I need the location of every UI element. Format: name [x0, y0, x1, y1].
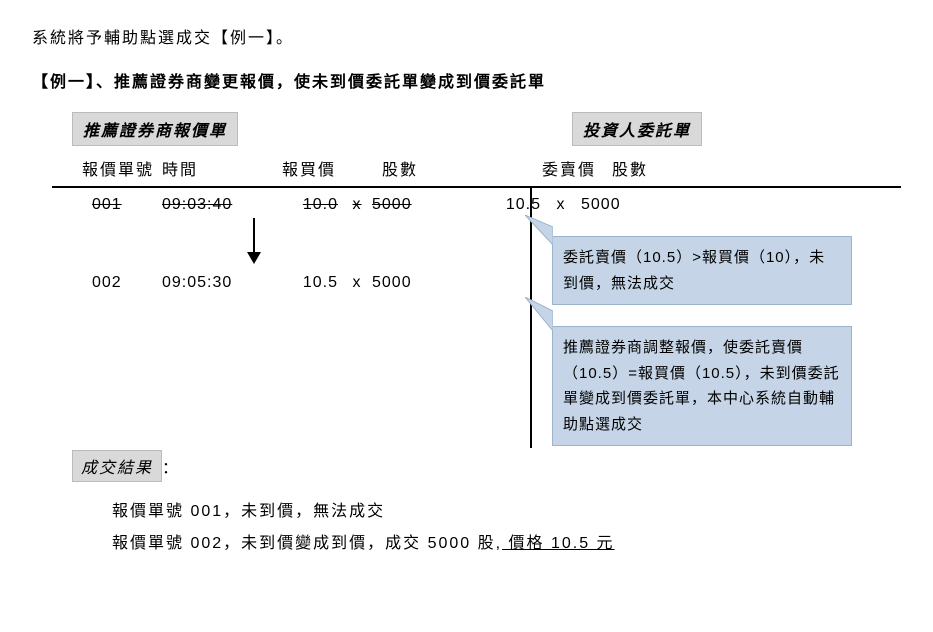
header-quote-no: 報價單號 [52, 156, 162, 180]
header-ask-price: 委賣價 [502, 156, 612, 180]
down-arrow-icon [244, 218, 264, 264]
row1-quote-no: 001 [52, 196, 162, 214]
result-line-2b: 價格 10.5 元 [502, 535, 614, 552]
intro-text: 系統將予輔助點選成交【例一】。 [32, 24, 901, 48]
row1-bid-price: 10.0 [282, 196, 342, 214]
quote-section-label: 推薦證券商報價單 [72, 112, 238, 146]
callout-1: 委託賣價（10.5）>報買價（10），未到價，無法成交 [552, 236, 852, 305]
row2-time: 09:05:30 [162, 274, 282, 292]
callout-2-text: 推薦證券商調整報價，使委託賣價（10.5）=報買價（10.5），未到價委託單變成… [563, 339, 840, 433]
row1-x: x [342, 196, 372, 214]
table-row: 001 09:03:40 10.0 x 5000 10.5 x 5000 [52, 188, 901, 222]
callout-2: 推薦證券商調整報價，使委託賣價（10.5）=報買價（10.5），未到價委託單變成… [552, 326, 852, 446]
header-bid-price: 報買價 [282, 156, 382, 180]
row2-x: x [342, 274, 372, 292]
table-body: 001 09:03:40 10.0 x 5000 10.5 x 5000 002… [52, 188, 901, 300]
result-section: 成交結果： 報價單號 001，未到價，無法成交 報價單號 002，未到價變成到價… [72, 450, 901, 560]
callout-1-text: 委託賣價（10.5）>報買價（10），未到價，無法成交 [563, 249, 825, 292]
result-line-2a: 報價單號 002，未到價變成到價，成交 5000 股, [112, 535, 502, 552]
header-order-shares: 股數 [612, 156, 712, 180]
callout-pointer-icon [525, 215, 553, 251]
row2-shares: 5000 [372, 274, 442, 292]
row2-quote-no: 002 [52, 274, 162, 292]
column-headers: 報價單號 時間 報買價 股數 委賣價 股數 [52, 156, 901, 180]
diagram: 推薦證券商報價單 投資人委託單 報價單號 時間 報買價 股數 委賣價 股數 00… [52, 112, 901, 560]
example-title: 【例一】、推薦證券商變更報價，使未到價委託單變成到價委託單 [32, 68, 901, 92]
row1-ask-price: 10.5 [446, 196, 541, 214]
result-label: 成交結果 [72, 450, 162, 482]
row1-shares: 5000 [372, 196, 442, 214]
result-line-2: 報價單號 002，未到價變成到價，成交 5000 股, 價格 10.5 元 [112, 528, 901, 560]
row1-x2: x [541, 196, 581, 214]
header-time: 時間 [162, 156, 282, 180]
header-shares: 股數 [382, 156, 502, 180]
order-section-label: 投資人委託單 [572, 112, 702, 146]
row1-time: 09:03:40 [162, 196, 282, 214]
result-colon: ： [162, 460, 178, 477]
result-line-1: 報價單號 001，未到價，無法成交 [112, 496, 901, 528]
section-headers-row: 推薦證券商報價單 投資人委託單 [52, 112, 901, 146]
row1-order-shares: 5000 [581, 196, 661, 214]
callout-pointer-icon [525, 297, 553, 333]
row2-bid-price: 10.5 [282, 274, 342, 292]
